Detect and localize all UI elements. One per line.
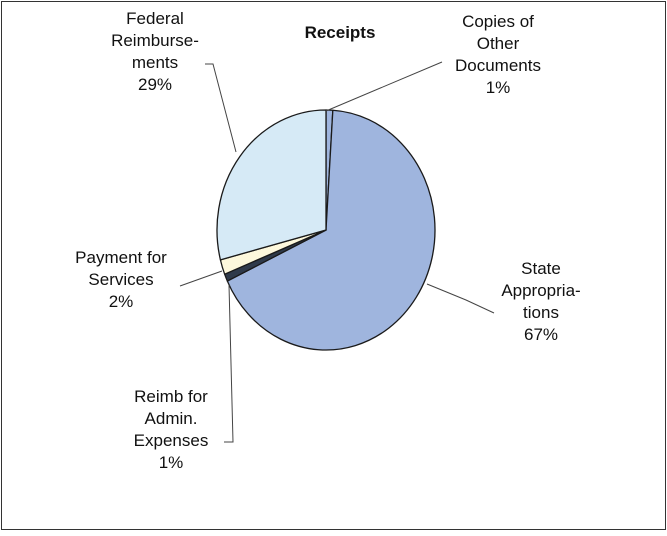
slice-label-line: ments xyxy=(132,53,178,72)
slice-label-line: Services xyxy=(88,270,153,289)
slice-label-line: State xyxy=(521,259,561,278)
slice-label: Reimb for Admin. Expenses 1% xyxy=(134,387,209,472)
slice-label: Copies of Other Documents 1% xyxy=(455,12,541,97)
slice-label-line: Expenses xyxy=(134,431,209,450)
slice-label-line: Other xyxy=(477,34,520,53)
slice-label: State Appropria-tions 67% xyxy=(501,259,580,344)
slice-percent-label: 1% xyxy=(486,78,511,97)
slice-label-line: Copies of xyxy=(462,12,534,31)
slice-percent-label: 1% xyxy=(159,453,184,472)
slice-label-line: Federal xyxy=(126,9,184,28)
slice-label-line: tions xyxy=(523,303,559,322)
leader-line xyxy=(325,61,443,112)
slice-percent-label: 67% xyxy=(524,325,558,344)
slice-label: Federal Reimburse-ments 29% xyxy=(111,9,199,94)
leader-lines xyxy=(179,61,495,443)
pie-slice xyxy=(226,109,436,351)
slice-percent-label: 2% xyxy=(109,292,134,311)
pie-slices xyxy=(216,109,436,351)
pie-slice xyxy=(216,109,327,261)
slice-label-line: Reimb for xyxy=(134,387,208,406)
slice-labels: Copies of Other Documents 1% State Appropria-… xyxy=(75,9,581,472)
slice-label-line: Documents xyxy=(455,56,541,75)
slice-label-line: Reimburse- xyxy=(111,31,199,50)
leader-line xyxy=(205,63,237,153)
slice-percent-label: 29% xyxy=(138,75,172,94)
slice-label-line: Admin. xyxy=(145,409,198,428)
leader-line xyxy=(426,283,495,314)
chart-title: Receipts xyxy=(305,23,376,42)
slice-label-line: Appropria- xyxy=(501,281,580,300)
slice-label-line: Payment for xyxy=(75,248,167,267)
leader-line xyxy=(224,284,234,443)
slice-label: Payment for Services 2% xyxy=(75,248,167,311)
leader-line xyxy=(179,270,223,287)
